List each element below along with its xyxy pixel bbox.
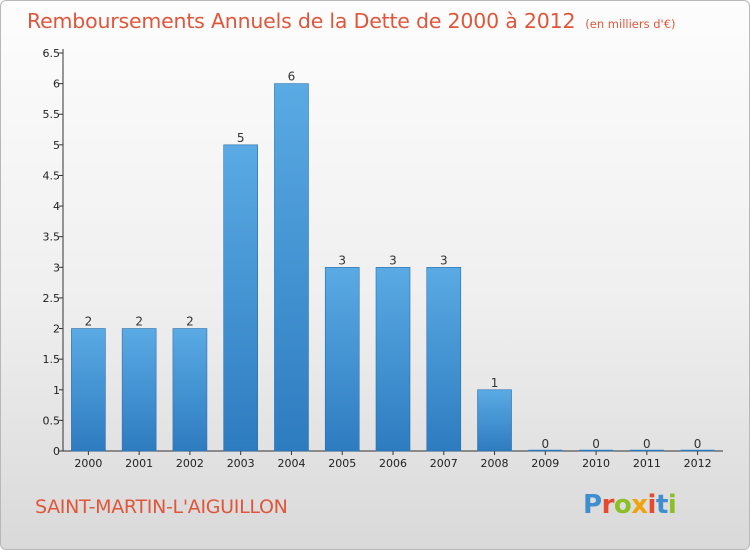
y-tick-label: 2 <box>53 323 60 336</box>
x-tick-label: 2012 <box>684 457 712 470</box>
logo-letter: P <box>583 490 602 520</box>
data-label: 2 <box>135 315 143 329</box>
y-tick-label: 5.5 <box>43 108 61 121</box>
bar <box>375 267 411 452</box>
x-tick-label: 2007 <box>430 457 458 470</box>
logo-letter: t <box>655 490 668 520</box>
data-label: 0 <box>694 437 702 451</box>
y-tick-label: 5 <box>53 139 60 152</box>
x-tick-label: 2011 <box>633 457 661 470</box>
bar <box>477 389 512 452</box>
logo-letter: x <box>631 490 648 520</box>
data-label: 2 <box>186 315 194 329</box>
x-tick-label: 2006 <box>379 457 407 470</box>
x-tick-label: 2001 <box>125 457 153 470</box>
data-label: 0 <box>541 437 549 451</box>
chart-title: Remboursements Annuels de la Dette de 20… <box>27 9 676 33</box>
y-tick-label: 4 <box>53 200 60 213</box>
data-label: 3 <box>440 253 448 267</box>
y-tick-label: 1.5 <box>43 353 61 366</box>
bar <box>274 83 309 452</box>
data-label: 0 <box>592 437 600 451</box>
bar <box>324 267 360 452</box>
y-tick-label: 3.5 <box>43 231 61 244</box>
chart-unit: (en milliers d'€) <box>585 17 676 31</box>
y-tick-label: 2.5 <box>43 292 61 305</box>
x-tick-label: 2008 <box>481 457 509 470</box>
x-tick-label: 2009 <box>531 457 559 470</box>
data-label: 3 <box>338 253 346 267</box>
x-tick-label: 2002 <box>176 457 204 470</box>
logo-letter: i <box>647 490 657 520</box>
y-tick-label: 6.5 <box>43 47 61 60</box>
logo-letter: i <box>667 490 677 520</box>
data-label: 0 <box>643 437 651 451</box>
x-tick-label: 2004 <box>277 457 305 470</box>
bar <box>172 328 208 452</box>
x-tick-label: 2000 <box>74 457 102 470</box>
x-tick-label: 2003 <box>227 457 255 470</box>
y-tick-label: 0.5 <box>43 414 61 427</box>
y-tick-label: 0 <box>53 445 60 458</box>
data-label: 6 <box>288 70 296 84</box>
x-tick-label: 2005 <box>328 457 356 470</box>
data-label: 5 <box>237 131 245 145</box>
commune-name: SAINT-MARTIN-L'AIGUILLON <box>35 496 288 518</box>
bar <box>426 267 462 452</box>
data-label: 1 <box>491 376 499 390</box>
logo-letter: o <box>613 490 632 520</box>
proxiti-logo: Proxiti <box>583 490 677 520</box>
bar <box>223 144 258 452</box>
bar <box>121 328 157 452</box>
logo-letter: r <box>601 490 615 520</box>
y-tick-label: 6 <box>53 78 60 91</box>
chart-title-text: Remboursements Annuels de la Dette de 20… <box>27 9 576 33</box>
y-tick-label: 3 <box>53 261 60 274</box>
data-label: 2 <box>85 315 93 329</box>
y-tick-label: 4.5 <box>43 169 61 182</box>
y-tick-label: 1 <box>53 384 60 397</box>
x-tick-label: 2010 <box>582 457 610 470</box>
bar <box>71 328 106 452</box>
data-label: 3 <box>389 253 397 267</box>
